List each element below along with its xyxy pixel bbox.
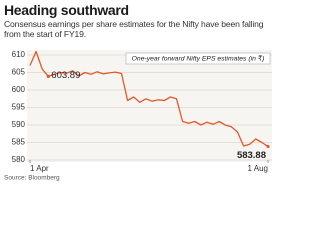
chart-title: Heading southward <box>4 2 129 18</box>
label-box <box>125 52 271 65</box>
x-tick-label: 1 Apr <box>30 164 49 173</box>
y-tick-label: 605 <box>12 68 26 77</box>
data-label: 583.88 <box>237 150 266 161</box>
y-tick-label: 585 <box>12 138 26 147</box>
chart-subtitle: Consensus earnings per share estimates f… <box>4 19 264 39</box>
point <box>46 74 50 78</box>
y-tick-label: 600 <box>12 85 26 94</box>
data-label: 603.89 <box>51 70 80 81</box>
page: {"chart_data": {"type": "line", "title":… <box>4 2 272 182</box>
chart-label: One-year forward Nifty EPS estimates (in… <box>132 55 265 62</box>
y-tick-label: 610 <box>12 50 26 59</box>
x-tick-label: 1 Aug <box>248 164 268 173</box>
line <box>29 50 269 147</box>
point <box>266 144 270 149</box>
y-tick-label: 580 <box>12 155 26 164</box>
chart: 580 585 590 595 600 605 610 One-year forward Ni… <box>4 50 272 182</box>
source: Source: Bloomberg <box>4 175 60 182</box>
y-tick-label: 590 <box>12 120 26 129</box>
y-tick-label: 595 <box>12 103 26 112</box>
plot-area <box>27 50 272 162</box>
